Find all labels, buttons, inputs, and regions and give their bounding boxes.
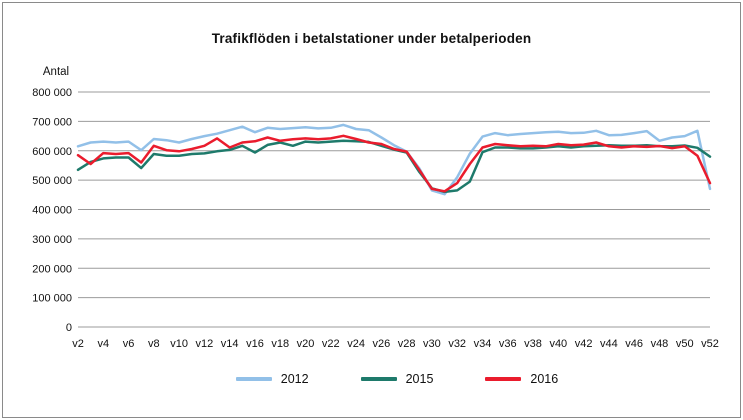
- legend: 2012 2015 2016: [81, 372, 713, 386]
- y-tick-label: 200 000: [32, 263, 72, 275]
- x-tick-label: v6: [123, 338, 135, 350]
- x-tick-label: v10: [170, 338, 188, 350]
- y-tick-label: 400 000: [32, 205, 72, 217]
- x-tick-label: v44: [600, 338, 618, 350]
- legend-swatch-2012: [235, 377, 272, 381]
- x-tick-label: v12: [196, 338, 214, 350]
- x-tick-label: v4: [97, 338, 109, 350]
- y-axis-title: Antal: [43, 66, 69, 78]
- legend-label-2016: 2016: [530, 372, 559, 386]
- x-tick-label: v16: [246, 338, 264, 350]
- x-tick-label: v36: [499, 338, 517, 350]
- y-tick-label: 100 000: [32, 293, 72, 305]
- x-tick-label: v46: [625, 338, 643, 350]
- x-tick-label: v20: [297, 338, 315, 350]
- y-tick-label: 700 000: [32, 116, 72, 128]
- x-tick-label: v48: [651, 338, 669, 350]
- legend-label-2012: 2012: [280, 372, 309, 386]
- x-tick-label: v40: [549, 338, 567, 350]
- series-line-2012: [76, 123, 712, 196]
- legend-swatch-2016: [485, 377, 522, 381]
- legend-item-2015: 2015: [360, 372, 434, 386]
- y-tick-label: 300 000: [32, 234, 72, 246]
- x-tick-label: v22: [322, 338, 340, 350]
- y-tick-label: 600 000: [32, 146, 72, 158]
- x-tick-label: v28: [398, 338, 416, 350]
- chart-title: Trafikflöden i betalstationer under beta…: [211, 31, 532, 46]
- x-tick-label: v30: [423, 338, 441, 350]
- x-tick-label: v50: [676, 338, 694, 350]
- legend-item-2012: 2012: [235, 372, 309, 386]
- series-line-2016: [76, 134, 712, 193]
- x-tick-label: v2: [72, 338, 84, 350]
- x-tick-label: v24: [347, 338, 365, 350]
- x-tick-label: v34: [474, 338, 492, 350]
- x-tick-label: v42: [575, 338, 593, 350]
- x-tick-label: v52: [701, 338, 719, 350]
- legend-swatch-2015: [360, 377, 397, 381]
- x-tick-label: v14: [221, 338, 239, 350]
- y-tick-label: 0: [66, 322, 72, 334]
- x-tick-label: v38: [524, 338, 542, 350]
- y-tick-label: 800 000: [32, 87, 72, 99]
- chart-svg: 800 000 700 000 600 000 500 000 400 000 300 0…: [32, 66, 719, 350]
- x-tick-label: v26: [372, 338, 390, 350]
- x-tick-label: v18: [271, 338, 289, 350]
- x-tick-label: v32: [448, 338, 466, 350]
- legend-label-2015: 2015: [405, 372, 434, 386]
- y-tick-label: 500 000: [32, 175, 72, 187]
- x-tick-label: v8: [148, 338, 160, 350]
- legend-item-2016: 2016: [485, 372, 558, 386]
